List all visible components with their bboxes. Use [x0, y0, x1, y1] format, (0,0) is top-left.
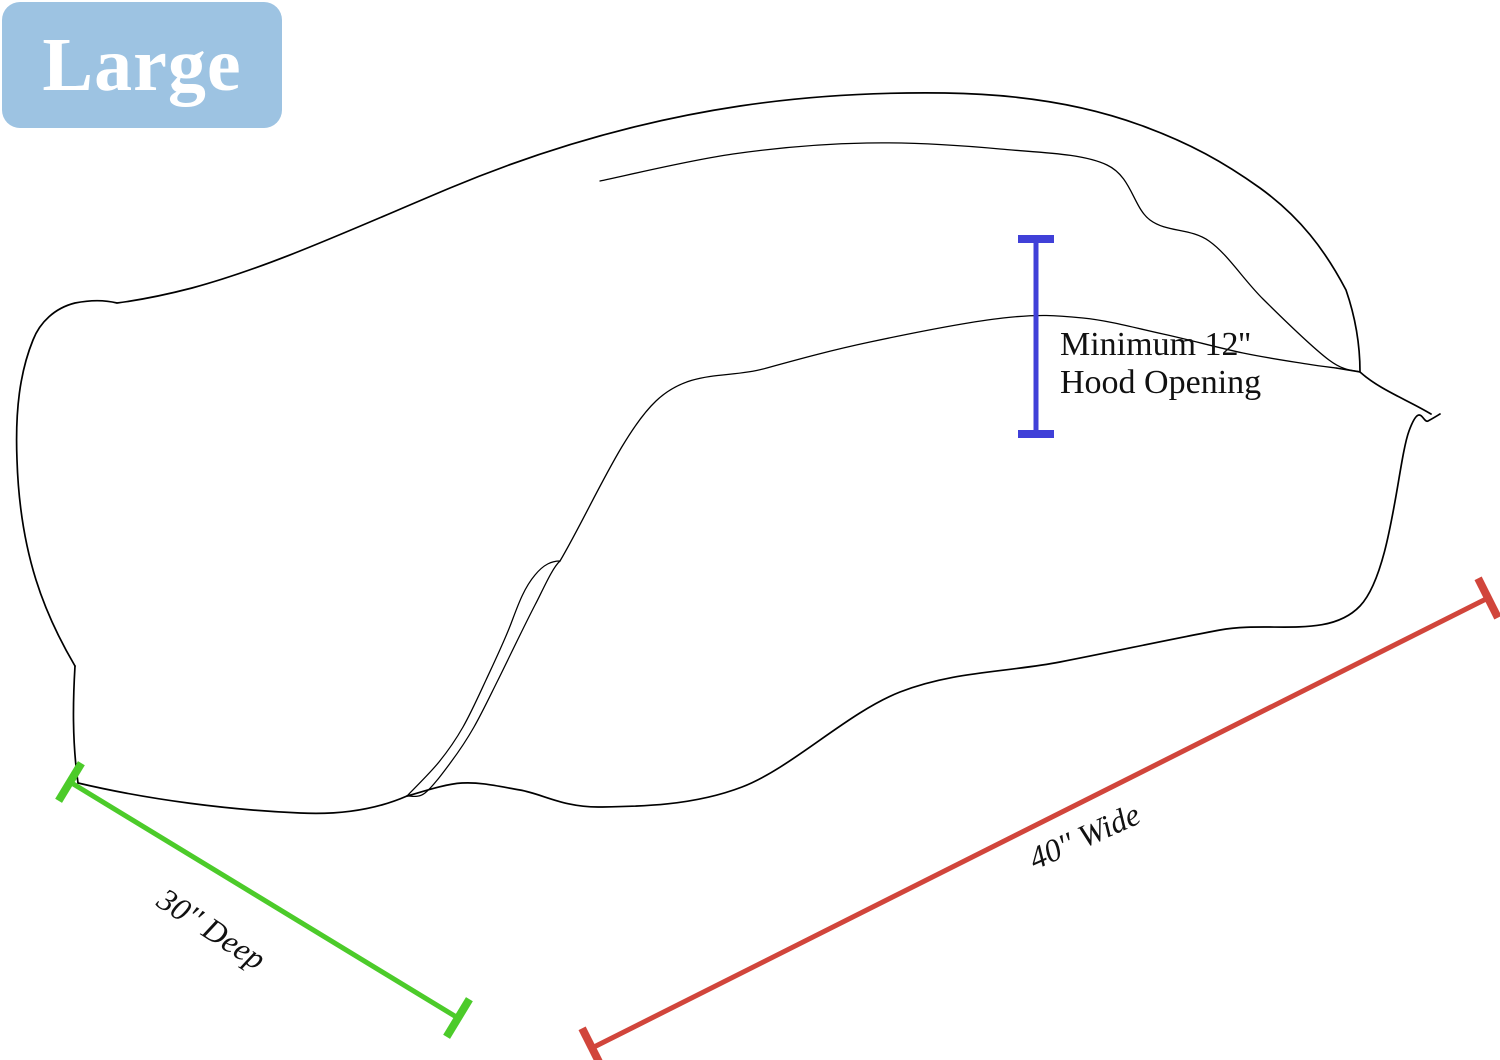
- svg-text:Hood Opening: Hood Opening: [1060, 364, 1261, 401]
- svg-text:Minimum 12'': Minimum 12'': [1060, 326, 1251, 363]
- svg-text:40'' Wide: 40'' Wide: [1023, 796, 1145, 877]
